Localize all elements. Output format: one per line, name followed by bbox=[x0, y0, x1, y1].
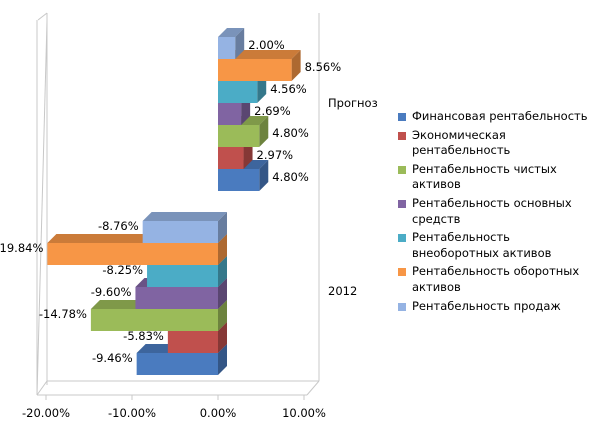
floor-right-edge bbox=[306, 380, 320, 396]
legend-swatch bbox=[398, 234, 406, 243]
bar-front-face bbox=[218, 169, 260, 191]
x-tick-label: -20.00% bbox=[22, 406, 70, 420]
bar-front-face bbox=[135, 287, 218, 309]
left-wall-edge bbox=[36, 13, 48, 396]
legend: Финансовая рентабельность Экономическая р… bbox=[398, 109, 598, 317]
bar-front-face bbox=[218, 125, 260, 147]
data-label: -19.84% bbox=[0, 241, 43, 255]
bar-front-face bbox=[218, 103, 242, 125]
bar-front-face bbox=[142, 221, 218, 243]
legend-swatch bbox=[398, 200, 406, 209]
bar-front-face bbox=[136, 353, 218, 375]
chart-data-labels: -9.46% -5.83% -14.78% -9.60% -8.25% -19.84% -8… bbox=[0, 38, 341, 365]
bar-side-face bbox=[218, 256, 227, 287]
data-label: -5.83% bbox=[123, 329, 164, 343]
data-label: -14.78% bbox=[39, 307, 87, 321]
bar-front-face bbox=[90, 309, 218, 331]
legend-swatch bbox=[398, 113, 406, 121]
bar-top-face bbox=[218, 28, 245, 37]
legend-swatch bbox=[398, 165, 406, 174]
legend-label: Рентабельность оборотных активов bbox=[412, 264, 580, 294]
bar-front-face bbox=[218, 147, 244, 169]
category-label: Прогноз bbox=[328, 96, 378, 110]
legend-item: Рентабельность основных средств bbox=[398, 196, 598, 227]
legend-label: Экономическая рентабельность bbox=[412, 127, 511, 158]
bar-side-face bbox=[235, 28, 245, 59]
data-label: 4.56% bbox=[270, 82, 307, 96]
chart-walls bbox=[36, 12, 320, 396]
data-label: -8.76% bbox=[98, 219, 139, 233]
legend-label: Рентабельность основных средств bbox=[412, 196, 572, 226]
legend-item: Финансовая рентабельность bbox=[398, 109, 598, 125]
data-label: -8.25% bbox=[102, 263, 143, 277]
data-label: 8.56% bbox=[305, 60, 342, 74]
data-label: 2.00% bbox=[248, 38, 285, 52]
top-left-edge bbox=[37, 12, 48, 21]
data-label: -9.46% bbox=[92, 351, 133, 365]
bar-top-face bbox=[142, 212, 227, 221]
data-label: -9.60% bbox=[91, 285, 132, 299]
bar-front-face bbox=[218, 81, 258, 103]
floor-left-edge bbox=[36, 380, 48, 396]
legend-item: Рентабельность чистых активов bbox=[398, 162, 598, 193]
bar-side-face bbox=[218, 344, 227, 375]
x-tick-label: 10.00% bbox=[282, 406, 326, 420]
legend-label: Рентабельность чистых активов bbox=[412, 161, 557, 192]
chart-bars bbox=[47, 28, 301, 375]
bar-side-face bbox=[218, 278, 227, 309]
legend-label: Рентабельность продаж bbox=[412, 298, 561, 313]
data-label: 2.69% bbox=[254, 104, 291, 118]
bar-front-face bbox=[218, 59, 292, 81]
bar-side-face bbox=[259, 116, 269, 147]
bar-front-face bbox=[218, 37, 236, 59]
bar-side-face bbox=[291, 50, 301, 81]
legend-swatch bbox=[398, 131, 406, 140]
legend-label: Рентабельность внеоборотных активов bbox=[412, 230, 552, 260]
bar-front-face bbox=[47, 243, 218, 265]
bar-front-face bbox=[167, 331, 218, 353]
bar-front-face bbox=[147, 265, 218, 287]
legend-swatch bbox=[398, 268, 406, 277]
bar-side-face bbox=[218, 300, 227, 331]
legend-item: Экономическая рентабельность bbox=[398, 128, 598, 159]
category-label: 2012 bbox=[328, 284, 357, 298]
chart-axis: 2012 Прогноз -20.00% -10.00% 0.00% 10.00% bbox=[22, 96, 378, 420]
data-label: 2.97% bbox=[257, 148, 294, 162]
legend-item: Рентабельность оборотных активов bbox=[398, 264, 598, 295]
bar-7-y2012 bbox=[142, 212, 227, 243]
legend-item: Рентабельность продаж bbox=[398, 299, 598, 315]
bar-6-forecast bbox=[218, 50, 301, 81]
bar-side-face bbox=[259, 160, 269, 191]
data-label: 4.80% bbox=[272, 126, 309, 140]
legend-item: Рентабельность внеоборотных активов bbox=[398, 230, 598, 261]
bar-side-face bbox=[218, 234, 227, 265]
bar-side-face bbox=[218, 322, 227, 353]
bar-side-face bbox=[218, 212, 227, 243]
legend-label: Финансовая рентабельность bbox=[412, 109, 588, 123]
x-tick-label: -10.00% bbox=[108, 406, 156, 420]
x-tick-label: 0.00% bbox=[200, 406, 237, 420]
bar-7-forecast bbox=[218, 28, 245, 59]
data-label: 4.80% bbox=[272, 170, 309, 184]
legend-swatch bbox=[398, 302, 406, 311]
